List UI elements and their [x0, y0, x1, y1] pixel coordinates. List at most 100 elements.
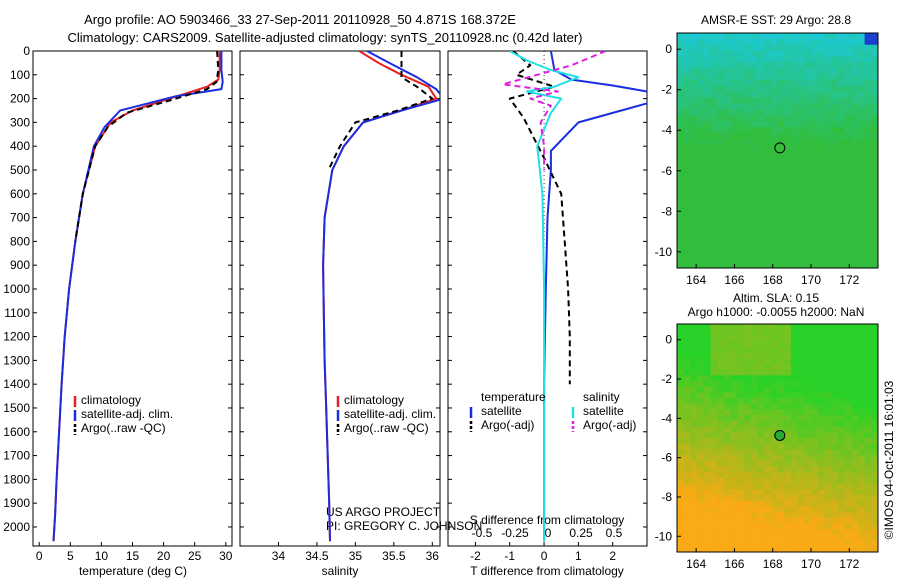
map-cell [683, 500, 691, 507]
map-cell [697, 381, 705, 388]
map-cell [777, 156, 785, 163]
map-cell [817, 150, 825, 157]
map-cell [777, 244, 785, 251]
map-cell [730, 209, 738, 216]
map-cell [697, 209, 705, 216]
map-cell [851, 62, 859, 69]
map-cell [871, 512, 879, 519]
map-cell [764, 403, 772, 410]
map-cell [677, 449, 685, 456]
map-cell [750, 489, 758, 496]
map-cell [764, 91, 772, 99]
map-cell [844, 386, 852, 393]
map-cell [744, 150, 752, 157]
map-cell [770, 156, 778, 163]
map-cell [683, 512, 691, 519]
map-cell [764, 369, 772, 376]
map-cell [697, 346, 705, 353]
map-cell [737, 438, 745, 445]
map-cell [690, 44, 698, 52]
map-cell [750, 540, 758, 547]
map-cell [784, 472, 792, 479]
map-cell [857, 415, 865, 422]
map-cell [824, 534, 832, 541]
map-cell [703, 144, 711, 151]
map-cell [690, 489, 698, 496]
map-cell [770, 238, 778, 245]
map-cell [697, 352, 705, 359]
map-cell [750, 381, 758, 388]
map-cell [817, 546, 825, 553]
map-cell [770, 546, 778, 553]
map-cell [790, 209, 798, 216]
map-cell [831, 392, 839, 399]
map-cell [737, 121, 745, 128]
map-cell [737, 115, 745, 122]
map-cell [831, 534, 839, 541]
map-cell [824, 191, 832, 198]
map-cell [677, 443, 685, 450]
map-cell [837, 191, 845, 198]
map-cell [857, 489, 865, 496]
map-cell [777, 369, 785, 376]
map-cell [757, 50, 765, 57]
map-cell [784, 209, 792, 216]
map-cell [871, 420, 879, 427]
map-cell [703, 403, 711, 410]
map-cell [764, 250, 772, 257]
map-cell [717, 74, 725, 81]
map-cell [797, 398, 805, 405]
map-cell [817, 449, 825, 456]
map-cell [770, 179, 778, 187]
map-cell [730, 426, 738, 433]
map-cell [717, 324, 725, 331]
map-cell [790, 409, 798, 416]
map-cell [710, 420, 718, 427]
map-cell [844, 109, 852, 116]
map-cell [837, 392, 845, 399]
map-cell [723, 466, 731, 473]
map-cell [837, 438, 845, 445]
map-cell [690, 386, 698, 393]
map-cell [683, 74, 691, 81]
map-cell [690, 438, 698, 445]
map-cell [697, 443, 705, 450]
map-cell [784, 97, 792, 104]
map-cell [851, 250, 859, 257]
map-cell [723, 409, 731, 416]
map-cell [757, 179, 765, 187]
map-cell [744, 33, 752, 40]
map-cell [777, 256, 785, 263]
map-cell [757, 127, 765, 134]
map-cell [710, 443, 718, 450]
map-cell [811, 335, 819, 342]
map-cell [817, 477, 825, 484]
map-cell [784, 85, 792, 93]
map-cell [677, 138, 685, 146]
map-cell [837, 103, 845, 110]
map-cell [710, 221, 718, 228]
map-cell [744, 197, 752, 204]
map-cell [757, 238, 765, 245]
map-cell [697, 540, 705, 547]
map-cell [723, 483, 731, 490]
map-cell [871, 80, 879, 87]
map-cell [717, 197, 725, 204]
map-cell [831, 483, 839, 490]
map-cell [844, 244, 852, 251]
map-cell [824, 121, 832, 128]
map-cell [710, 438, 718, 445]
map-cell [784, 215, 792, 222]
map-cell [683, 443, 691, 450]
map-cell [871, 74, 879, 81]
map-cell [831, 44, 839, 52]
map-cell [677, 80, 685, 87]
map-cell [804, 256, 812, 263]
map-cell [750, 403, 758, 410]
map-cell [790, 85, 798, 93]
map-cell [757, 97, 765, 104]
map-cell [804, 472, 812, 479]
map-cell [784, 127, 792, 134]
map-cell [770, 162, 778, 169]
